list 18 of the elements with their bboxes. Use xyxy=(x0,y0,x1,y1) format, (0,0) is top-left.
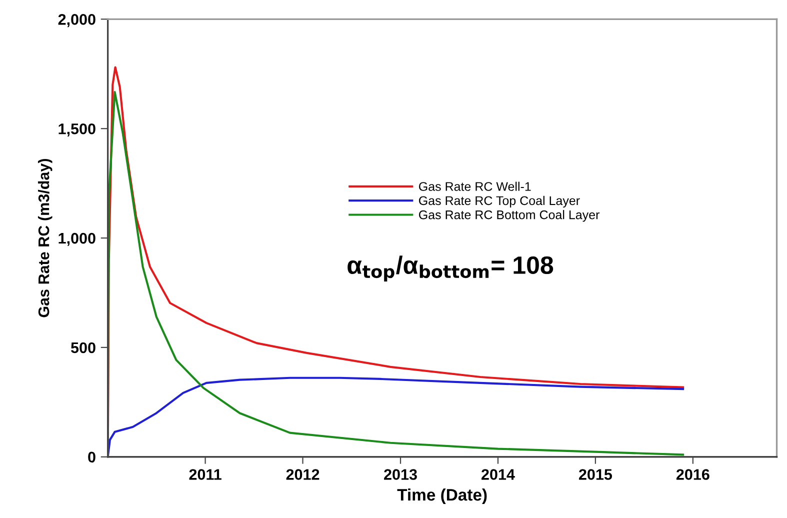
legend-label: Gas Rate RC Top Coal Layer xyxy=(419,196,580,208)
x-axis-title: Time (Date) xyxy=(397,488,487,504)
x-tick-label: 2014 xyxy=(482,469,515,480)
y-tick-label: 0 xyxy=(88,452,96,463)
legend-label: Gas Rate RC Bottom Coal Layer xyxy=(419,210,600,222)
y-tick-label: 2,000 xyxy=(58,14,96,28)
x-tick-label: 2011 xyxy=(189,469,222,480)
y-tick-label: 1,500 xyxy=(58,123,96,136)
y-tick-label: 500 xyxy=(70,342,96,354)
x-tick-label: 2015 xyxy=(578,469,612,480)
x-tick-label: 2012 xyxy=(286,469,320,480)
x-tick-label: 2016 xyxy=(676,469,710,480)
legend-label: Gas Rate RC Well-1 xyxy=(419,182,531,191)
annotation: α$_{top}$/α$_{bottom}$= 108 xyxy=(348,256,554,282)
line-series xyxy=(108,376,684,457)
y-axis-title: Gas Rate RC (m3/day) xyxy=(38,158,52,318)
y-tick-label: 1,000 xyxy=(58,232,96,246)
x-tick-label: 2013 xyxy=(384,469,417,480)
